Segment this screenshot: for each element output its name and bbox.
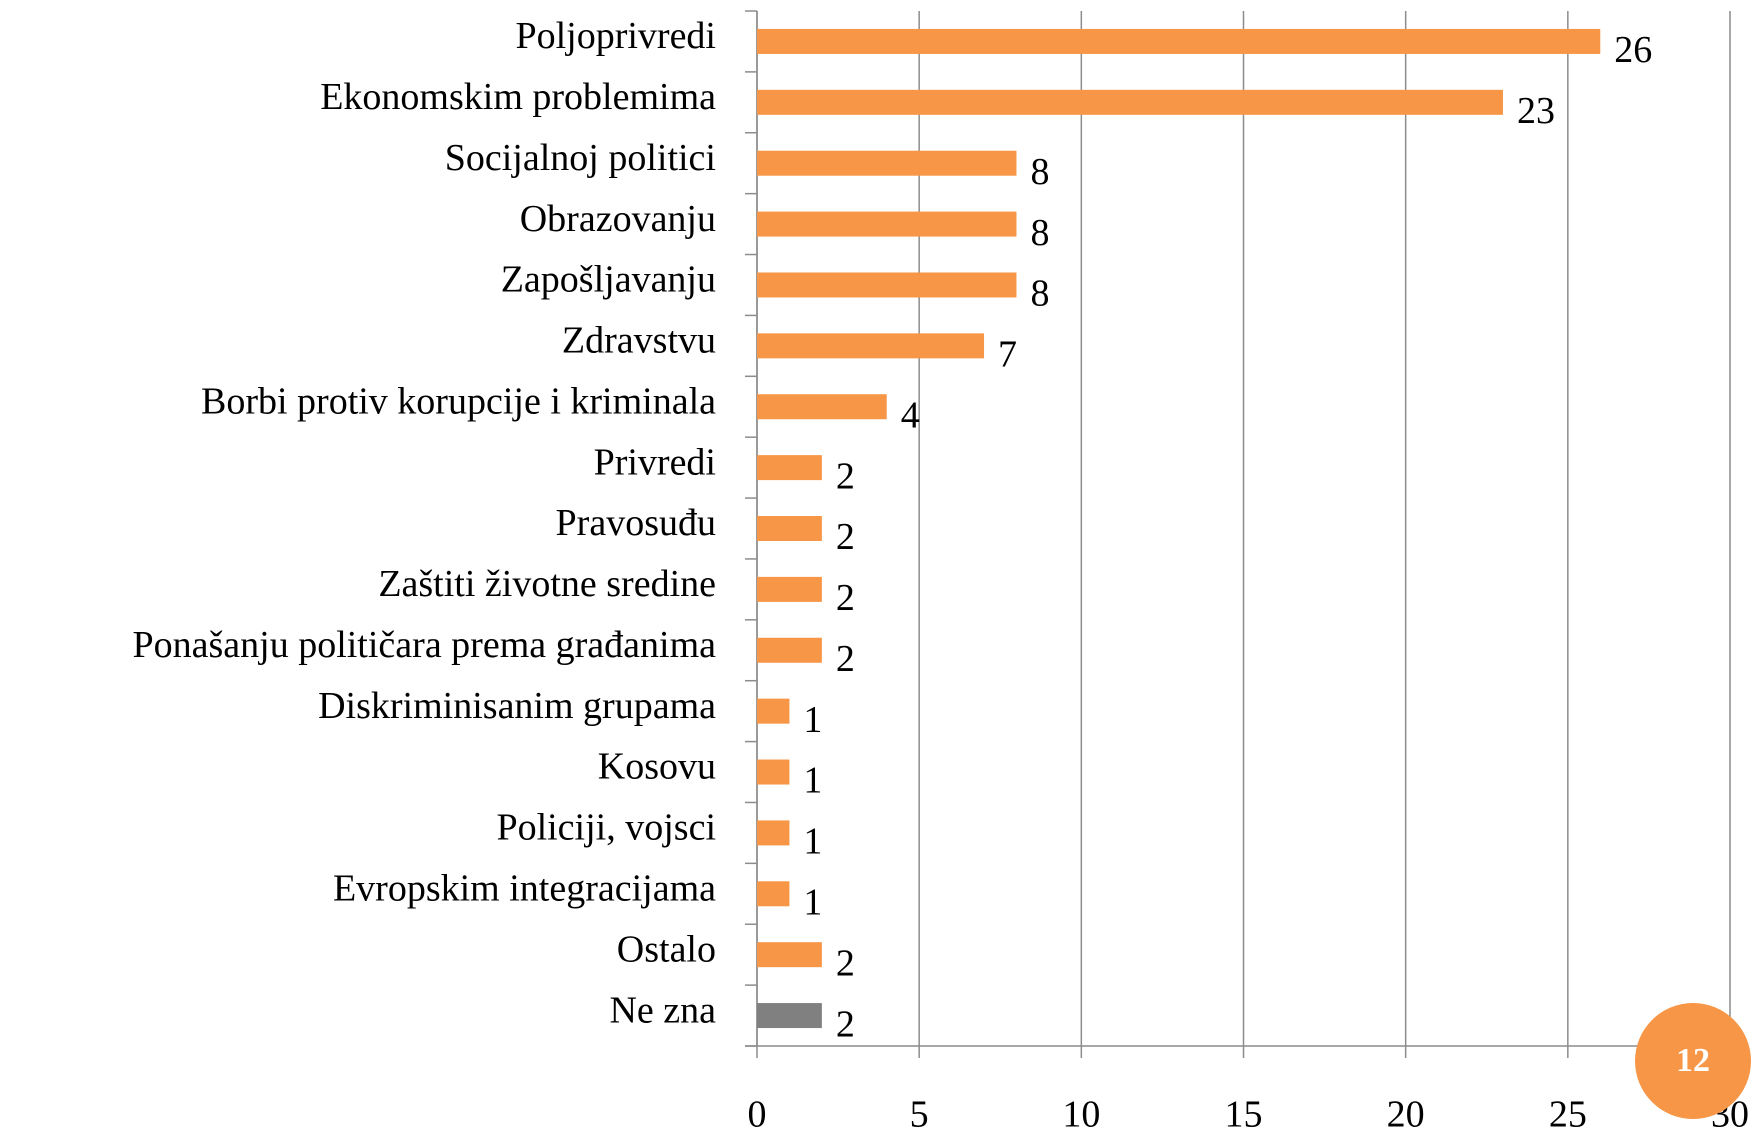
y-tick-label: Obrazovanju xyxy=(520,198,716,240)
bar xyxy=(757,698,790,724)
bar xyxy=(757,272,1017,298)
y-tick-label: Diskriminisanim grupama xyxy=(318,685,716,727)
x-tick-label: 10 xyxy=(1062,1094,1100,1136)
data-label: 2 xyxy=(836,942,855,984)
data-label: 8 xyxy=(1030,273,1049,315)
x-tick-label: 25 xyxy=(1549,1094,1587,1136)
bar xyxy=(757,820,790,846)
data-label: 23 xyxy=(1517,90,1555,132)
bar xyxy=(757,394,887,420)
bar xyxy=(757,942,822,968)
data-label: 2 xyxy=(836,638,855,680)
page-number: 12 xyxy=(1676,1042,1710,1079)
x-tick-label: 20 xyxy=(1387,1094,1425,1136)
y-tick-label: Zaštiti životne sredine xyxy=(378,563,716,605)
bar xyxy=(757,333,985,359)
x-tick-label: 0 xyxy=(748,1094,767,1136)
y-tick-label: Pravosuđu xyxy=(556,502,716,544)
y-tick-label: Zdravstvu xyxy=(562,320,716,362)
data-label: 1 xyxy=(803,821,822,863)
y-tick-label: Privredi xyxy=(594,441,716,483)
data-label: 8 xyxy=(1030,151,1049,193)
x-tick-label: 5 xyxy=(910,1094,929,1136)
y-tick-label: Policiji, vojsci xyxy=(496,807,716,849)
data-label: 7 xyxy=(998,334,1017,376)
data-label: 2 xyxy=(836,516,855,558)
data-label: 2 xyxy=(836,1003,855,1045)
y-tick-label: Zapošljavanju xyxy=(501,259,716,301)
bar xyxy=(757,28,1601,54)
y-tick-label: Ponašanju političara prema građanima xyxy=(132,624,716,666)
bar xyxy=(757,211,1017,237)
data-label: 1 xyxy=(803,882,822,924)
data-label: 1 xyxy=(803,699,822,741)
bar xyxy=(757,637,822,663)
bar xyxy=(757,576,822,602)
data-label: 1 xyxy=(803,760,822,802)
data-label: 26 xyxy=(1614,29,1652,71)
bar xyxy=(757,759,790,785)
x-tick-label: 15 xyxy=(1225,1094,1263,1136)
y-tick-label: Ostalo xyxy=(617,928,716,970)
y-tick-label: Evropskim integracijama xyxy=(333,868,716,910)
bar xyxy=(757,516,822,541)
bar xyxy=(757,89,1503,115)
page-badge xyxy=(1635,1003,1751,1119)
y-tick-label: Socijalnoj politici xyxy=(445,137,716,179)
data-label: 2 xyxy=(836,577,855,619)
data-label: 2 xyxy=(836,455,855,497)
y-tick-label: Poljoprivredi xyxy=(515,15,716,57)
bar xyxy=(757,1003,822,1029)
data-label: 4 xyxy=(901,394,920,436)
y-tick-label: Ne zna xyxy=(609,989,716,1031)
y-tick-label: Borbi protiv korupcije i kriminala xyxy=(201,380,716,422)
y-tick-label: Ekonomskim problemima xyxy=(320,76,716,118)
y-tick-label: Kosovu xyxy=(598,746,716,788)
bar xyxy=(757,881,790,907)
bar xyxy=(757,150,1017,176)
data-label: 8 xyxy=(1030,212,1049,254)
bar xyxy=(757,455,822,481)
